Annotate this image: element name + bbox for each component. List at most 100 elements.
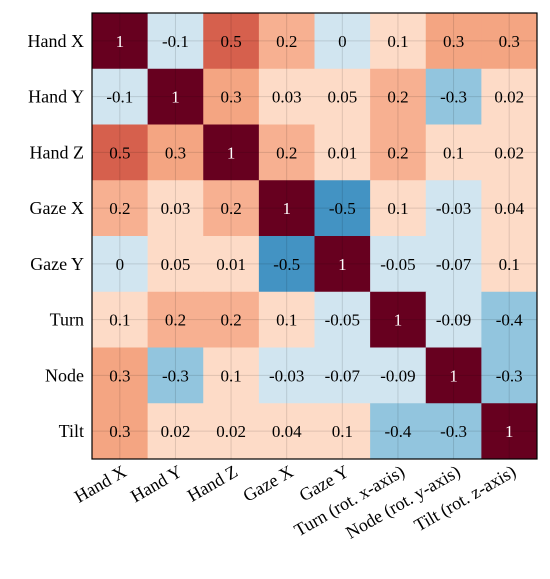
cell-value-label: 0.02 [494, 143, 524, 162]
cell-value-label: -0.07 [325, 366, 361, 385]
row-tick-labels: Hand X Hand Y Hand Z Gaze X Gaze Y Turn Node Ti… [28, 31, 85, 441]
heatmap-cell [425, 236, 482, 293]
heatmap-cell [92, 124, 149, 181]
heatmap-cell [203, 347, 260, 404]
cell-value-label: 0 [116, 255, 125, 274]
cell-value-label: 0.1 [276, 311, 297, 330]
cell-value-label: 0.5 [109, 143, 130, 162]
heatmap-cell [258, 403, 315, 460]
heatmap-cell [314, 68, 371, 125]
cell-value-label: 0.04 [494, 199, 524, 218]
heatmap-cell [203, 236, 260, 293]
heatmap-cell [203, 180, 260, 237]
cell-value-label: 0.05 [327, 88, 357, 107]
row-tick-label: Gaze Y [30, 254, 84, 274]
heatmap-cell [425, 68, 482, 125]
column-tick-label: Gaze X [240, 461, 297, 506]
heatmap-value-labels: 1 -0.1 0.5 0.2 0 0.1 0.3 0.3 -0.1 1 0.3 0.03 0.05 0.2… [106, 32, 524, 441]
cell-value-label: -0.4 [384, 422, 411, 441]
cell-value-label: -0.5 [329, 199, 356, 218]
cell-value-label: 0.3 [443, 32, 464, 51]
heatmap-cell [147, 180, 204, 237]
heatmap-cells [92, 13, 538, 460]
cell-value-label: 1 [394, 311, 403, 330]
heatmap-cell [370, 291, 427, 348]
row-tick-label: Tilt [59, 421, 84, 441]
heatmap-cell [370, 347, 427, 404]
cell-value-label: -0.1 [106, 88, 133, 107]
cell-value-label: 0.02 [216, 422, 246, 441]
heatmap-cell [258, 180, 315, 237]
cell-value-label: 0.5 [220, 32, 241, 51]
cell-value-label: -0.4 [496, 311, 523, 330]
heatmap-cell [425, 291, 482, 348]
cell-value-label: 0.2 [109, 199, 130, 218]
cell-value-label: -0.3 [440, 88, 467, 107]
cell-value-label: 0.02 [494, 88, 524, 107]
heatmap-cell [314, 291, 371, 348]
heatmap-cell [92, 68, 149, 125]
column-tick-label: Hand Y [127, 461, 185, 506]
cell-value-label: 0.3 [109, 422, 130, 441]
heatmap-cell [425, 13, 482, 70]
cell-value-label: -0.1 [162, 32, 189, 51]
column-tick-label: Hand Z [184, 461, 241, 506]
cell-value-label: -0.3 [440, 422, 467, 441]
heatmap-cell [92, 291, 149, 348]
heatmap-cell [425, 403, 482, 460]
heatmap-cell [258, 13, 315, 70]
cell-value-label: -0.05 [325, 311, 360, 330]
heatmap-cell [481, 403, 538, 460]
heatmap-cell [147, 291, 204, 348]
cell-value-label: 1 [449, 366, 458, 385]
cell-value-label: 0.03 [272, 88, 302, 107]
heatmap-cell [314, 13, 371, 70]
cell-value-label: 0.01 [327, 143, 357, 162]
row-tick-label: Hand X [28, 31, 85, 51]
heatmap-cell [370, 403, 427, 460]
cell-value-label: 0.2 [220, 199, 241, 218]
column-tick-label: Hand X [71, 461, 130, 507]
cell-value-label: -0.07 [436, 255, 472, 274]
cell-value-label: 0.01 [216, 255, 246, 274]
cell-value-label: 0.04 [272, 422, 302, 441]
cell-value-label: 1 [282, 199, 291, 218]
cell-value-label: 0.3 [109, 366, 130, 385]
heatmap-cell [370, 13, 427, 70]
heatmap-cell [314, 180, 371, 237]
cell-value-label: -0.03 [269, 366, 304, 385]
heatmap-cell [147, 236, 204, 293]
row-tick-label: Gaze X [30, 198, 84, 218]
cell-value-label: 1 [116, 32, 125, 51]
heatmap-cell [481, 68, 538, 125]
cell-value-label: 0.2 [387, 143, 408, 162]
cell-value-label: 0.3 [499, 32, 520, 51]
heatmap-cell [92, 13, 149, 70]
row-tick-label: Turn [50, 310, 84, 330]
heatmap-cell [203, 68, 260, 125]
heatmap-cell [147, 68, 204, 125]
cell-value-label: 0.1 [387, 32, 408, 51]
heatmap-cell [481, 236, 538, 293]
heatmap-cell [481, 180, 538, 237]
heatmap-cell [92, 403, 149, 460]
heatmap-cell [258, 124, 315, 181]
heatmap-cell [92, 180, 149, 237]
cell-value-label: 0.2 [276, 32, 297, 51]
row-tick-label: Node [45, 365, 84, 385]
heatmap-cell [370, 68, 427, 125]
heatmap-cell [92, 347, 149, 404]
heatmap-cell [147, 403, 204, 460]
cell-value-label: 0.02 [161, 422, 191, 441]
cell-value-label: 0.05 [161, 255, 191, 274]
heatmap-cell [147, 347, 204, 404]
cell-value-label: 0.1 [220, 366, 241, 385]
heatmap-cell [481, 347, 538, 404]
heatmap-cell [314, 236, 371, 293]
cell-value-label: -0.3 [496, 366, 523, 385]
heatmap-cell [370, 180, 427, 237]
heatmap-cell [481, 291, 538, 348]
heatmap-cell [258, 291, 315, 348]
